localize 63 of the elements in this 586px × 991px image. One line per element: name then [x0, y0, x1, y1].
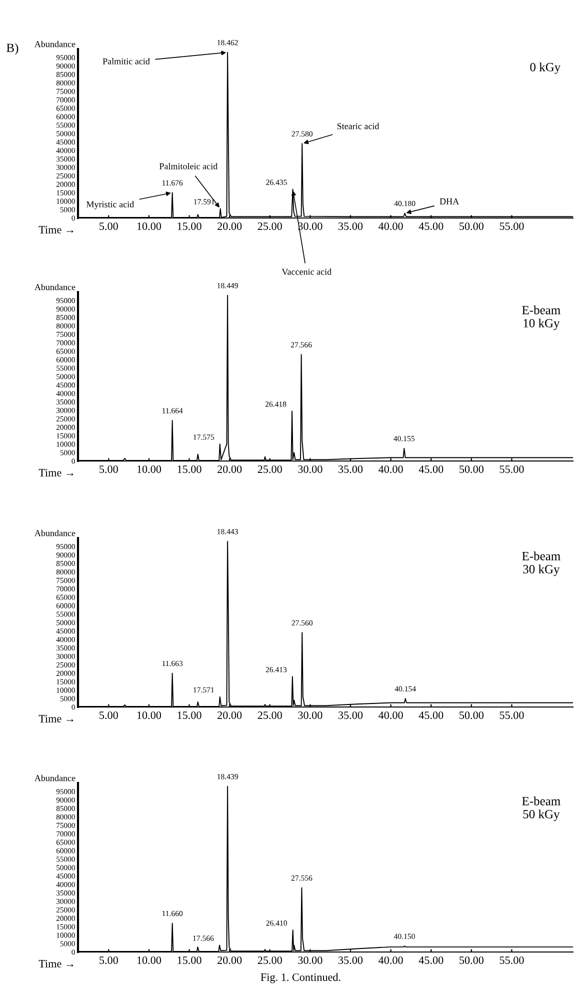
x-tick-label: 45.00 [418, 711, 444, 720]
x-tick-label: 20.00 [218, 222, 242, 230]
x-tick-label: 50.00 [460, 465, 484, 474]
annotation: Palmitic acid [102, 58, 150, 64]
x-tick-label: 35.00 [338, 956, 363, 964]
x-tick-label: 15.00 [178, 711, 202, 720]
x-tick-label: 35.00 [338, 222, 363, 230]
x-tick-label: 55.00 [500, 711, 524, 720]
x-tick-label: 55.00 [500, 465, 524, 474]
x-tick-label: 45.00 [418, 222, 444, 230]
x-tick-label: 15.00 [178, 465, 202, 474]
x-axis-title: Time → [38, 714, 74, 722]
x-tick-label: 25.00 [258, 956, 282, 964]
annotation: E-beam 10 kGy [522, 306, 560, 330]
x-tick-label: 20.00 [218, 711, 242, 720]
x-tick-label: 35.00 [338, 465, 363, 474]
annotation: DHA [440, 198, 460, 204]
x-tick-label: 50.00 [460, 956, 484, 964]
x-tick-label: 45.00 [418, 956, 444, 964]
caption: Fig. 1. Continued. [260, 973, 340, 984]
x-tick-label: 40.00 [378, 222, 403, 230]
x-tick-label: 40.00 [378, 956, 403, 964]
annotation: Vaccenic acid [282, 268, 332, 275]
x-tick-label: 25.00 [258, 711, 282, 720]
x-tick-label: 5.00 [100, 222, 118, 230]
x-tick-label: 5.00 [100, 711, 118, 720]
x-tick-label: 5.00 [100, 465, 118, 474]
annotation: 0 kGy [530, 62, 561, 74]
annotation: Palmitoleic acid [159, 162, 218, 170]
x-tick-label: 25.00 [258, 222, 282, 230]
x-axis-title: Time → [38, 468, 74, 476]
annotation: Stearic acid [337, 122, 380, 130]
x-tick-label: 20.00 [218, 956, 242, 964]
x-tick-label: 55.00 [500, 222, 524, 230]
x-tick-label: 30.00 [298, 956, 322, 964]
x-tick-label: 15.00 [178, 222, 202, 230]
y-axis-title: Abundance [34, 530, 76, 536]
x-tick-label: 55.00 [500, 956, 524, 964]
annotation: E-beam 30 kGy [522, 552, 560, 576]
x-tick-label: 10.00 [137, 222, 162, 230]
annotation: Myristic acid [86, 201, 134, 210]
x-tick-label: 20.00 [218, 465, 242, 474]
y-axis-title: Abundance [34, 284, 76, 290]
x-tick-label: 15.00 [178, 956, 202, 964]
y-axis-title: Abundance [34, 774, 76, 782]
x-tick-label: 10.00 [137, 711, 162, 720]
x-tick-label: 40.00 [378, 465, 403, 474]
x-tick-label: 45.00 [418, 465, 444, 474]
x-tick-label: 40.00 [378, 711, 403, 720]
x-tick-label: 50.00 [460, 711, 484, 720]
x-tick-label: 50.00 [460, 222, 484, 230]
x-tick-label: 25.00 [258, 465, 282, 474]
x-tick-label: 30.00 [298, 711, 322, 720]
annotation: E-beam 50 kGy [522, 796, 560, 821]
chart-title: B) [6, 43, 18, 55]
x-axis-title: Time → [38, 960, 74, 968]
x-axis-title: Time → [38, 226, 74, 234]
x-tick-label: 30.00 [298, 465, 322, 474]
x-tick-label: 10.00 [137, 956, 162, 964]
y-axis-title: Abundance [34, 40, 76, 48]
x-tick-label: 10.00 [137, 465, 162, 474]
x-tick-label: 35.00 [338, 711, 363, 720]
x-tick-label: 5.00 [100, 956, 118, 964]
